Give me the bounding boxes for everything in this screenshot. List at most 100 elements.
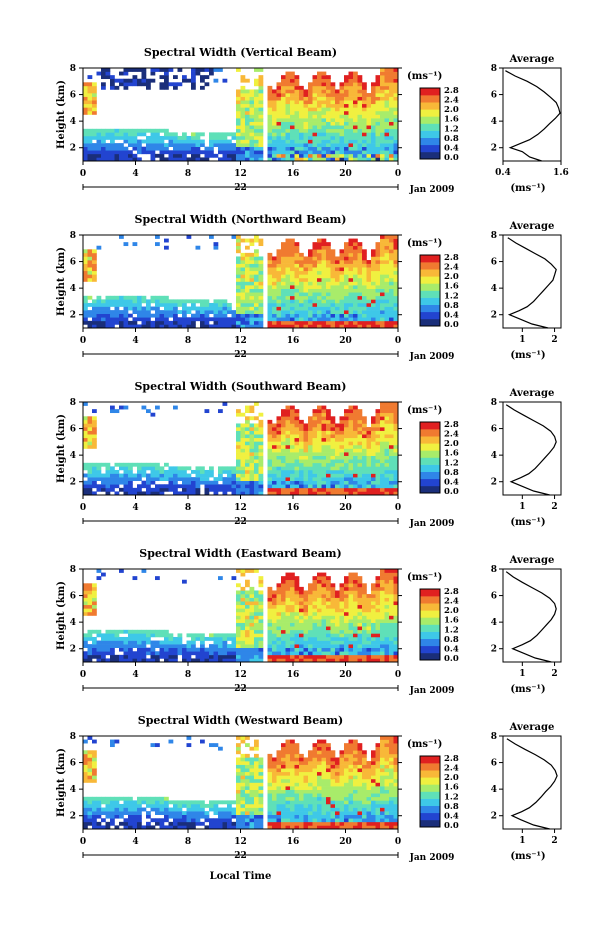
y-axis-label: Height (km) — [56, 80, 67, 149]
x-tick-label: 20 — [339, 503, 352, 513]
colorbar-swatch — [420, 144, 440, 153]
colorbar-tick-label: 1.2 — [444, 458, 459, 468]
panel-1: Spectral Width (Vertical Beam)2468Height… — [56, 46, 569, 195]
average-frame — [502, 401, 562, 496]
day-label: 22 — [234, 350, 247, 360]
date-label: Jan 2009 — [409, 686, 455, 696]
x-tick-label: 0 — [80, 670, 86, 680]
y-tick-label: 6 — [70, 91, 76, 101]
panel-2: Spectral Width (Northward Beam)2468Heigh… — [56, 213, 562, 362]
colorbar-tick-label: 0.0 — [444, 654, 459, 664]
colorbar-tick-label: 2.0 — [444, 606, 459, 616]
x-tick-label: 8 — [185, 837, 191, 847]
average-x-unit: (ms⁻¹) — [510, 350, 545, 361]
colorbar-tick-label: 1.6 — [444, 449, 459, 459]
average-y-tick-label: 6 — [491, 759, 497, 769]
x-tick-label: 0 — [395, 670, 401, 680]
y-tick-label: 2 — [70, 144, 76, 154]
colorbar-swatch — [420, 255, 440, 263]
colorbar-tick-label: 1.6 — [444, 616, 459, 626]
colorbar-swatch — [420, 589, 440, 597]
colorbar-swatch — [420, 290, 440, 298]
colorbar-frame — [419, 254, 441, 327]
panel-title: Spectral Width (Southward Beam) — [134, 380, 346, 393]
average-y-tick-label: 4 — [491, 117, 497, 127]
date-label: Jan 2009 — [409, 185, 455, 195]
colorbar-tick-label: 0.4 — [444, 477, 459, 487]
y-tick-label: 8 — [70, 732, 76, 742]
average-x-unit: (ms⁻¹) — [510, 684, 545, 695]
x-tick-label: 16 — [287, 169, 300, 179]
colorbar-tick-label: 1.6 — [444, 282, 459, 292]
colorbar-tick-label: 0.8 — [444, 468, 459, 478]
colorbar-tick-label: 2.0 — [444, 272, 459, 282]
colorbar-swatch — [420, 763, 440, 771]
x-axis-label: Local Time — [210, 871, 272, 882]
average-y-tick-label: 2 — [491, 478, 497, 488]
colorbar-swatch — [420, 130, 440, 138]
y-tick-label: 8 — [70, 64, 76, 74]
colorbar-swatch — [420, 262, 440, 270]
y-tick-label: 8 — [70, 231, 76, 241]
colorbar-swatch — [420, 617, 440, 625]
colorbar-swatch — [420, 596, 440, 604]
colorbar-swatch — [420, 819, 440, 828]
colorbar-unit: (ms⁻¹) — [407, 238, 442, 249]
average-y-tick-label: 6 — [491, 91, 497, 101]
average-profile-line — [505, 404, 557, 496]
colorbar-swatch — [420, 812, 440, 821]
x-tick-label: 0 — [80, 169, 86, 179]
x-tick-label: 20 — [339, 336, 352, 346]
colorbar-swatch — [420, 422, 440, 430]
heatmap-cells — [83, 235, 399, 329]
colorbar-tick-label: 2.8 — [444, 587, 459, 597]
x-tick-label: 20 — [339, 169, 352, 179]
x-tick-label: 12 — [234, 336, 247, 346]
panel-title: Spectral Width (Northward Beam) — [135, 213, 347, 226]
day-label: 22 — [234, 183, 247, 193]
heatmap-cells — [83, 736, 399, 830]
x-tick-label: 0 — [395, 837, 401, 847]
colorbar-swatch — [420, 638, 440, 647]
colorbar-swatch — [420, 304, 440, 313]
heatmap-cells — [83, 402, 399, 496]
x-tick-label: 8 — [185, 336, 191, 346]
x-tick-label: 0 — [80, 837, 86, 847]
y-tick-label: 4 — [70, 284, 76, 294]
average-x-unit: (ms⁻¹) — [510, 517, 545, 528]
x-tick-label: 16 — [287, 336, 300, 346]
average-x-tick-label: 1 — [519, 335, 525, 345]
colorbar-swatch — [420, 151, 440, 160]
colorbar-tick-label: 2.8 — [444, 754, 459, 764]
x-tick-label: 16 — [287, 837, 300, 847]
colorbar-swatch — [420, 770, 440, 778]
colorbar-swatch — [420, 88, 440, 96]
colorbar-tick-label: 0.0 — [444, 821, 459, 831]
colorbar-swatch — [420, 137, 440, 146]
x-tick-label: 20 — [339, 670, 352, 680]
x-tick-label: 16 — [287, 670, 300, 680]
average-y-tick-label: 8 — [491, 64, 497, 74]
x-tick-label: 4 — [132, 503, 138, 513]
colorbar-swatch — [420, 116, 440, 124]
colorbar-tick-label: 1.2 — [444, 625, 459, 635]
x-tick-label: 16 — [287, 503, 300, 513]
x-tick-label: 4 — [132, 169, 138, 179]
colorbar-swatch — [420, 756, 440, 764]
colorbar-swatch — [420, 276, 440, 284]
average-title: Average — [509, 388, 555, 399]
average-x-tick-label: 1 — [519, 836, 525, 846]
average-y-tick-label: 2 — [491, 311, 497, 321]
colorbar-tick-label: 0.4 — [444, 143, 459, 153]
colorbar-swatch — [420, 297, 440, 305]
colorbar-swatch — [420, 471, 440, 480]
x-tick-label: 12 — [234, 503, 247, 513]
date-label: Jan 2009 — [409, 352, 455, 362]
colorbar-tick-label: 2.4 — [444, 597, 459, 607]
day-label: 22 — [234, 851, 247, 861]
colorbar-swatch — [420, 784, 440, 792]
colorbar-tick-label: 0.4 — [444, 644, 459, 654]
colorbar-unit: (ms⁻¹) — [407, 405, 442, 416]
colorbar-swatch — [420, 450, 440, 458]
